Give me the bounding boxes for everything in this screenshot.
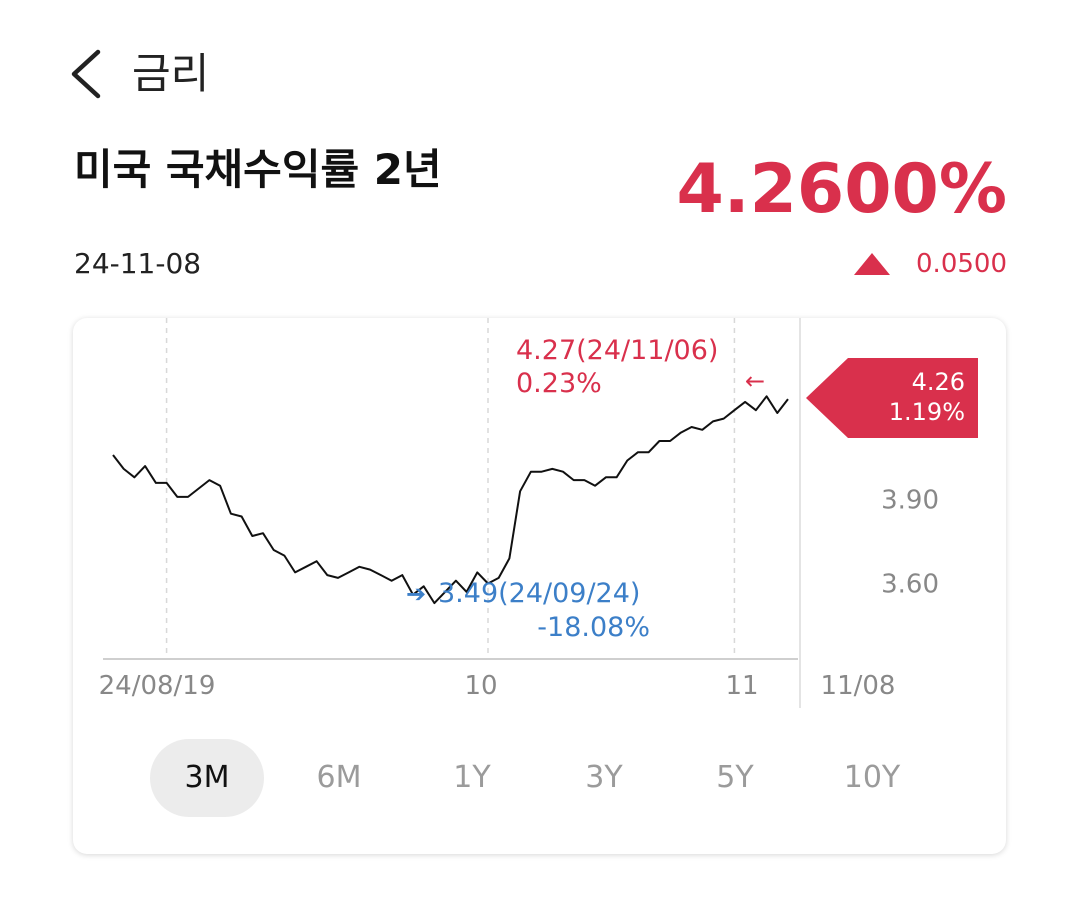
low-label: 3.49(24/09/24): [438, 578, 640, 609]
high-arrow-icon: ←: [745, 367, 765, 395]
chevron-left-icon[interactable]: [60, 44, 120, 104]
range-tab-3m[interactable]: 3M: [150, 739, 264, 817]
range-tab-6m[interactable]: 6M: [316, 760, 362, 795]
range-tab-3y[interactable]: 3Y: [585, 760, 623, 795]
y-tick-label: 3.60: [881, 570, 939, 600]
series-line: [112, 395, 789, 605]
low-change-label: -18.08%: [537, 612, 650, 643]
high-change-label: 0.23%: [516, 368, 602, 399]
range-tab-1y[interactable]: 1Y: [453, 760, 491, 795]
high-label: 4.27(24/11/06): [516, 335, 718, 366]
x-tick-label: 10: [464, 671, 497, 701]
screen-title: 금리: [132, 49, 210, 98]
price-chart[interactable]: 24/08/19 10 11 11/08 3.90 3.60 4.26 1.19…: [73, 318, 1006, 718]
change-row: 0.0500: [854, 244, 1007, 284]
y-tick-label: 3.90: [881, 486, 939, 516]
current-rate: 4.2600%: [676, 150, 1007, 229]
top-bar: 금리: [0, 0, 1079, 140]
range-tab-10y[interactable]: 10Y: [843, 760, 901, 795]
x-tick-label: 11/08: [821, 671, 896, 701]
x-tick-label: 11: [725, 671, 758, 701]
chart-card: 24/08/19 10 11 11/08 3.90 3.60 4.26 1.19…: [73, 318, 1006, 854]
range-tabs: 3M 6M 1Y 3Y 5Y 10Y: [150, 739, 950, 817]
low-arrow-icon: ➔: [406, 580, 426, 608]
triangle-up-icon: [854, 253, 891, 275]
current-value-tag: [806, 358, 978, 438]
range-tab-5y[interactable]: 5Y: [716, 760, 754, 795]
change-value: 0.0500: [916, 249, 1007, 279]
instrument-name: 미국 국채수익률 2년: [74, 145, 442, 194]
current-value-label: 4.26: [912, 368, 965, 396]
x-tick-label: 24/08/19: [99, 671, 216, 701]
current-change-label: 1.19%: [889, 398, 965, 426]
as-of-date: 24-11-08: [74, 247, 202, 280]
